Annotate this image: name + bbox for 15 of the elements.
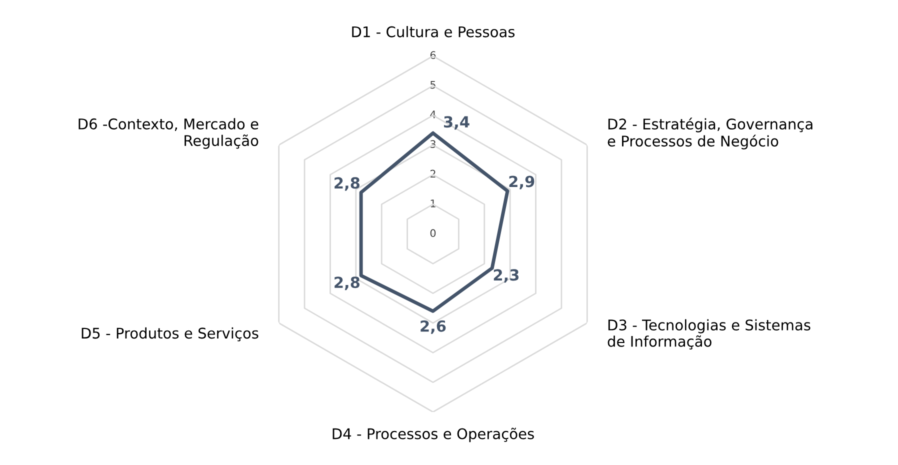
spoke-label: D2 - Estratégia, Governança e Processos de Negócio [608, 118, 812, 150]
spoke-label: D6 -Contexto, Mercado e Regulação [78, 118, 258, 149]
y-tick-label: 0 [430, 229, 436, 238]
spoke-label: D5 - Produtos e Serviços [82, 327, 258, 342]
spoke-label: D4 - Processos e Operações [332, 428, 534, 442]
data-label: 2,3 [494, 269, 519, 283]
spoke-label: D3 - Tecnologias e Sistemas de Informação [608, 319, 810, 350]
data-label: 2,9 [509, 176, 534, 190]
spoke-label: D1 - Cultura e Pessoas [352, 26, 515, 38]
data-label: 2,8 [334, 177, 360, 191]
data-label: 3,4 [444, 116, 470, 130]
y-tick-label: 3 [430, 140, 436, 148]
data-label: 2,8 [334, 276, 360, 290]
y-tick-label: 5 [430, 80, 436, 89]
data-label: 2,6 [420, 320, 446, 334]
